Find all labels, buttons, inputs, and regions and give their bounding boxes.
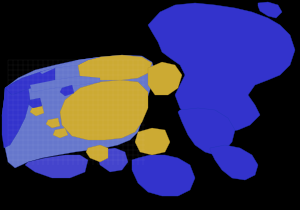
Polygon shape: [2, 80, 30, 148]
Polygon shape: [25, 155, 88, 178]
Polygon shape: [53, 128, 68, 138]
Polygon shape: [148, 3, 295, 132]
Polygon shape: [60, 80, 148, 140]
Polygon shape: [135, 128, 170, 155]
Polygon shape: [30, 76, 100, 92]
Polygon shape: [178, 108, 235, 155]
Polygon shape: [97, 148, 128, 172]
Polygon shape: [46, 118, 60, 128]
Polygon shape: [40, 57, 100, 74]
Polygon shape: [258, 2, 282, 18]
Polygon shape: [2, 55, 156, 168]
Polygon shape: [60, 85, 74, 96]
Polygon shape: [148, 62, 182, 95]
Polygon shape: [132, 155, 195, 196]
Polygon shape: [78, 55, 152, 80]
Polygon shape: [5, 68, 55, 95]
Polygon shape: [210, 145, 258, 180]
Polygon shape: [30, 105, 44, 116]
Polygon shape: [28, 98, 42, 108]
Polygon shape: [86, 145, 108, 162]
